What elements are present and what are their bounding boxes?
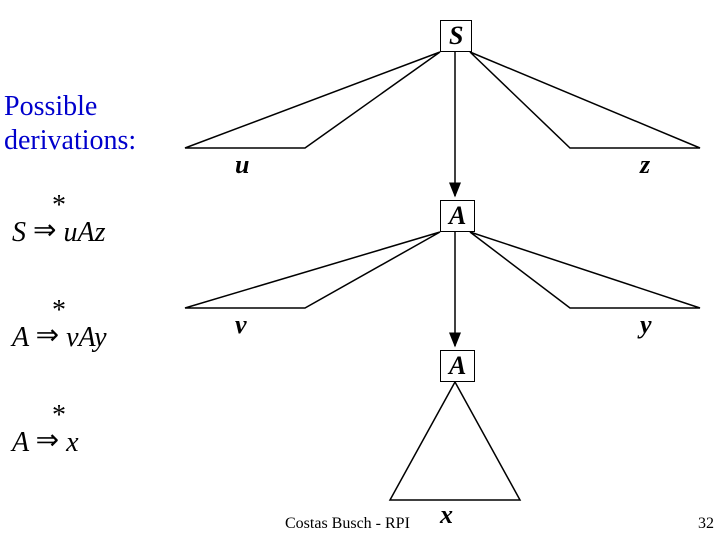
deriv-3-lhs: A: [12, 427, 29, 458]
deriv-1-rhs: uAz: [63, 217, 105, 248]
deriv-3-rhs: x: [66, 427, 78, 458]
node-a1-label: A: [449, 201, 466, 230]
heading-possible-derivations: Possiblederivations:: [4, 90, 136, 157]
leaf-v: v: [235, 310, 247, 340]
node-a2-label: A: [449, 351, 466, 380]
deriv-2: A ⇒ vAy: [12, 320, 107, 354]
node-a2: A: [440, 350, 475, 382]
deriv-3: A ⇒ x: [12, 425, 79, 459]
tri-v: [185, 232, 440, 308]
node-s: S: [440, 20, 472, 52]
tri-y: [470, 232, 700, 308]
deriv-2-rhs: vAy: [66, 322, 106, 353]
footer-author: Costas Busch - RPI: [285, 515, 410, 533]
node-s-label: S: [449, 21, 463, 50]
tri-u: [185, 52, 440, 148]
node-a1: A: [440, 200, 475, 232]
leaf-x: x: [440, 500, 453, 530]
deriv-1: S ⇒ uAz: [12, 215, 105, 249]
leaf-z: z: [640, 150, 650, 180]
tree-edges: [0, 0, 720, 540]
tri-z: [470, 52, 700, 148]
leaf-y: y: [640, 310, 652, 340]
tri-x: [390, 382, 520, 500]
deriv-2-lhs: A: [12, 322, 29, 353]
heading-line-1: Possiblederivations:: [4, 91, 136, 156]
page-number: 32: [698, 515, 714, 533]
leaf-u: u: [235, 150, 249, 180]
deriv-1-lhs: S: [12, 217, 26, 248]
